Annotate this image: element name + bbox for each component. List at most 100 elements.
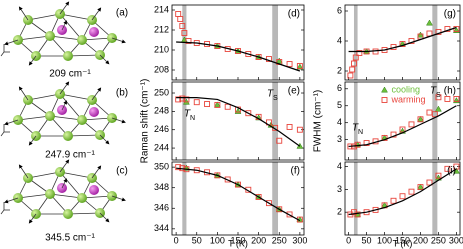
data-point [183, 96, 190, 103]
y-axis-label: Raman shift (cm⁻¹) [140, 79, 151, 164]
y-tick-label: 2 [337, 207, 342, 217]
y-tick-label: 348 [154, 182, 169, 192]
data-point [408, 188, 415, 195]
x-tick-label: 50 [192, 235, 202, 245]
x-tick-label: 150 [230, 235, 245, 245]
data-point [179, 23, 186, 29]
y-tick-label: 208 [154, 64, 169, 74]
shaded-range [182, 162, 187, 235]
y-tick-label: 214 [154, 4, 169, 14]
panel-label: (i) [447, 166, 456, 177]
data-point [417, 31, 424, 38]
y-tick-label: 212 [154, 24, 169, 34]
plot-frame [171, 4, 305, 81]
shaded-range [432, 162, 438, 235]
data-point [399, 41, 406, 47]
panel-label: (e) [288, 86, 300, 97]
data-point [363, 140, 370, 146]
shaded-range [272, 82, 279, 160]
y-tick-label: 210 [154, 44, 169, 54]
data-point [214, 101, 221, 108]
shaded-range [432, 5, 438, 80]
data-point [435, 172, 442, 179]
data-point [390, 131, 397, 138]
x-axis-label: T (K) [393, 238, 413, 248]
x-tick-label: 200 [251, 235, 266, 245]
y-tick-label: 4 [337, 161, 342, 171]
data-point [177, 16, 184, 22]
shaded-range [182, 82, 187, 160]
x-axis-label: T (K) [228, 238, 248, 248]
x-tick-label: 250 [272, 235, 287, 245]
y-tick-label: 3 [337, 184, 342, 194]
data-point [349, 66, 356, 73]
x-tick-label: 100 [210, 235, 225, 245]
y-tick-label: 244 [154, 142, 169, 152]
mode-structure [1, 83, 124, 144]
data-point [444, 165, 451, 172]
data-point [435, 105, 442, 112]
shaded-range [353, 82, 358, 160]
data-point [296, 63, 303, 69]
mode-structure [1, 161, 124, 222]
data-point [408, 38, 415, 44]
mode-frequency: 345.5 cm⁻¹ [45, 233, 95, 244]
data-point [204, 101, 211, 107]
data-point [235, 181, 241, 188]
data-point [175, 164, 182, 171]
data-point [265, 56, 272, 62]
legend-marker [381, 86, 388, 93]
x-tick-label: 300 [292, 235, 307, 245]
data-point [180, 36, 188, 43]
mode-frequency: 209 cm⁻¹ [49, 69, 91, 80]
y-tick-label: 248 [154, 106, 169, 116]
data-point [381, 135, 388, 141]
data-point [431, 111, 438, 118]
panel-label: (c) [116, 166, 128, 177]
plot-frame [344, 81, 461, 161]
legend-label: warming [391, 94, 426, 104]
panel-label: (a) [116, 8, 128, 19]
data-point [453, 96, 460, 102]
fit-line [348, 105, 457, 148]
annotation-subscript: S [273, 95, 278, 102]
data-point [296, 126, 303, 133]
x-tick-label: 50 [362, 235, 372, 245]
data-point [426, 30, 433, 37]
shaded-range [272, 162, 279, 235]
annotation-subscript: N [190, 115, 195, 122]
y-tick-label: 2 [337, 65, 342, 75]
y-tick-label: 5 [337, 100, 342, 110]
panel-label: (d) [288, 9, 300, 20]
data-point [354, 141, 361, 148]
y-tick-label: 3 [337, 134, 342, 144]
fit-line [176, 41, 301, 72]
data-point [179, 95, 186, 102]
data-point [354, 211, 361, 218]
data-point [435, 94, 442, 101]
fit-line [348, 26, 457, 53]
legend-marker [381, 97, 388, 103]
annotation: T [184, 109, 191, 120]
data-point [417, 116, 424, 123]
plot-frame [171, 81, 305, 161]
data-point [193, 99, 200, 106]
data-point [351, 60, 357, 67]
y-tick-label: 246 [154, 124, 169, 134]
panel-label: (f) [291, 166, 300, 177]
shaded-range [272, 5, 279, 80]
data-point [286, 124, 293, 130]
data-point [224, 103, 231, 110]
x-tick-label: 0 [174, 235, 179, 245]
annotation-subscript: S [436, 92, 441, 99]
data-point [175, 11, 182, 17]
data-point [181, 30, 188, 36]
data-point [352, 54, 359, 61]
panel-label: (g) [444, 9, 456, 20]
x-tick-label: 0 [346, 235, 351, 245]
data-point [453, 26, 460, 32]
data-point [426, 19, 433, 26]
plot-frame [344, 161, 461, 236]
legend-label: cooling [392, 84, 421, 94]
